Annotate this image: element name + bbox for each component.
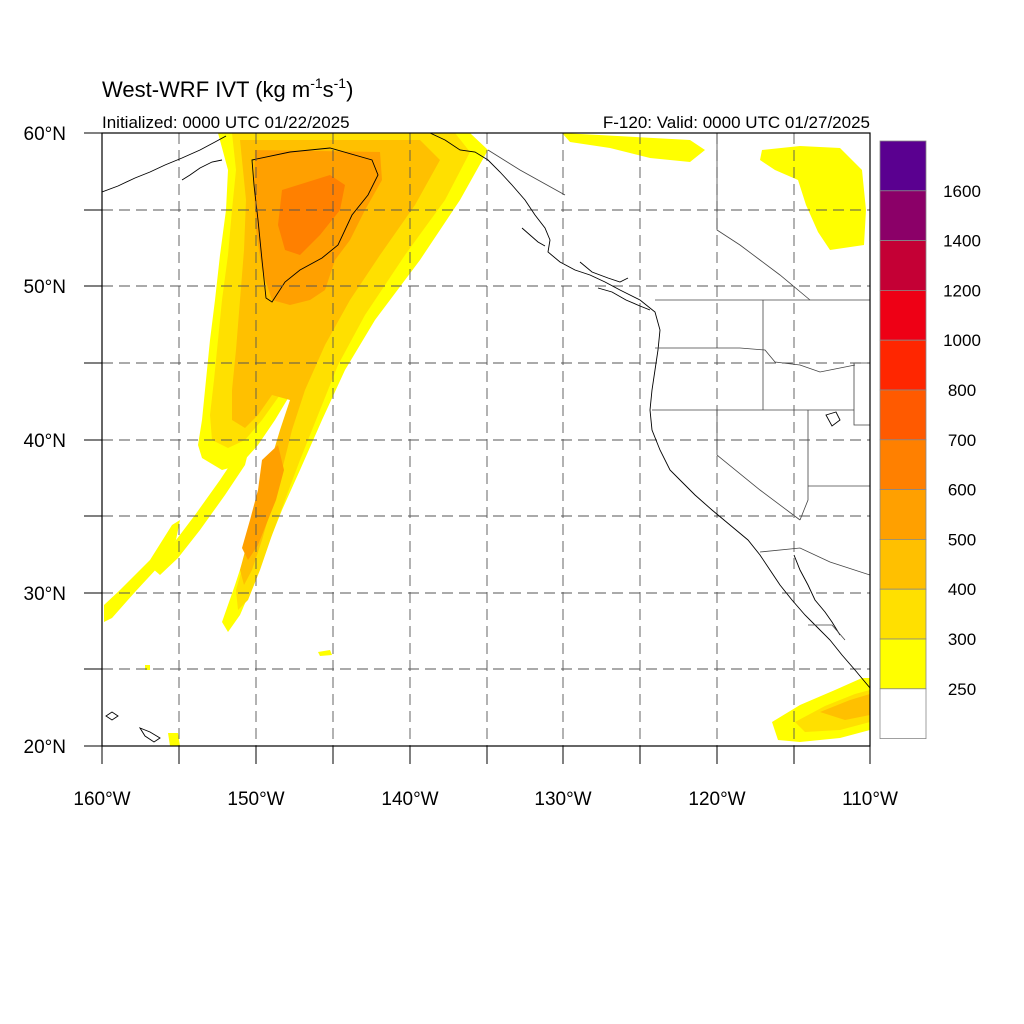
- colorbar-label: 800: [948, 381, 976, 400]
- borders: [487, 133, 870, 641]
- ivt-band-600: [278, 175, 345, 255]
- ivt-band-250-northeast: [562, 133, 705, 162]
- ivt-band-250-west-streak: [104, 520, 180, 622]
- plot-title: West-WRF IVT (kg m-1s-1): [102, 75, 353, 102]
- lon-label: 120°W: [688, 789, 745, 810]
- colorbar: 1600 1400 1200 1000 800 700 600 500 400 300 250: [879, 140, 981, 739]
- colorbar-swatch: [879, 588, 927, 640]
- colorbar-label: 1400: [943, 232, 981, 251]
- ivt-speck-2: [318, 650, 332, 656]
- coastlines: [102, 133, 870, 743]
- lat-labels: 60°N 50°N 40°N 30°N 20°N: [24, 124, 66, 758]
- colorbar-swatch: [879, 190, 927, 242]
- ivt-contour-500: [251, 147, 379, 303]
- ivt-band-500-core-south: [242, 445, 284, 560]
- valid-time-label: F-120: Valid: 0000 UTC 01/27/2025: [603, 113, 870, 132]
- colorbar-label: 700: [948, 431, 976, 450]
- colorbar-label: 250: [948, 680, 976, 699]
- ivt-band-250-west-streak-2: [152, 445, 250, 575]
- lat-label: 50°N: [24, 277, 66, 298]
- ivt-speck-1: [168, 733, 180, 746]
- initialized-label: Initialized: 0000 UTC 01/22/2025: [102, 113, 350, 132]
- colorbar-swatch: [879, 638, 927, 690]
- colorbar-label: 1000: [943, 331, 981, 350]
- colorbar-label: 1200: [943, 281, 981, 300]
- colorbar-swatch: [879, 539, 927, 590]
- axis-ticks: [84, 132, 871, 764]
- graticule: [102, 133, 870, 746]
- lat-label: 30°N: [24, 584, 66, 605]
- ivt-band-250-rockies: [760, 146, 866, 250]
- lon-label: 130°W: [534, 789, 591, 810]
- lat-label: 60°N: [24, 124, 66, 145]
- colorbar-swatch: [879, 339, 927, 391]
- colorbar-label: 300: [948, 630, 976, 649]
- lon-label: 160°W: [73, 789, 130, 810]
- colorbar-label: 400: [948, 580, 976, 599]
- colorbar-swatch: [879, 439, 927, 490]
- colorbar-swatch: [879, 489, 927, 540]
- lat-label: 20°N: [24, 737, 66, 758]
- colorbar-swatch: [879, 140, 927, 192]
- map-panel: [102, 133, 870, 746]
- colorbar-swatch: [879, 289, 927, 341]
- colorbar-swatch: [879, 240, 927, 291]
- colorbar-label: 1600: [943, 182, 981, 201]
- lat-label: 40°N: [24, 431, 66, 452]
- lon-label: 110°W: [842, 789, 898, 810]
- lon-label: 150°W: [227, 789, 284, 810]
- colorbar-swatch: [879, 688, 927, 739]
- ivt-band-400-south: [820, 694, 870, 720]
- colorbar-label: 500: [948, 530, 976, 549]
- colorbar-label: 600: [948, 481, 976, 500]
- lon-label: 140°W: [381, 789, 438, 810]
- lon-labels: 160°W 150°W 140°W 130°W 120°W 110°W: [73, 789, 898, 810]
- ivt-shading: [104, 133, 870, 746]
- colorbar-swatch: [879, 389, 927, 441]
